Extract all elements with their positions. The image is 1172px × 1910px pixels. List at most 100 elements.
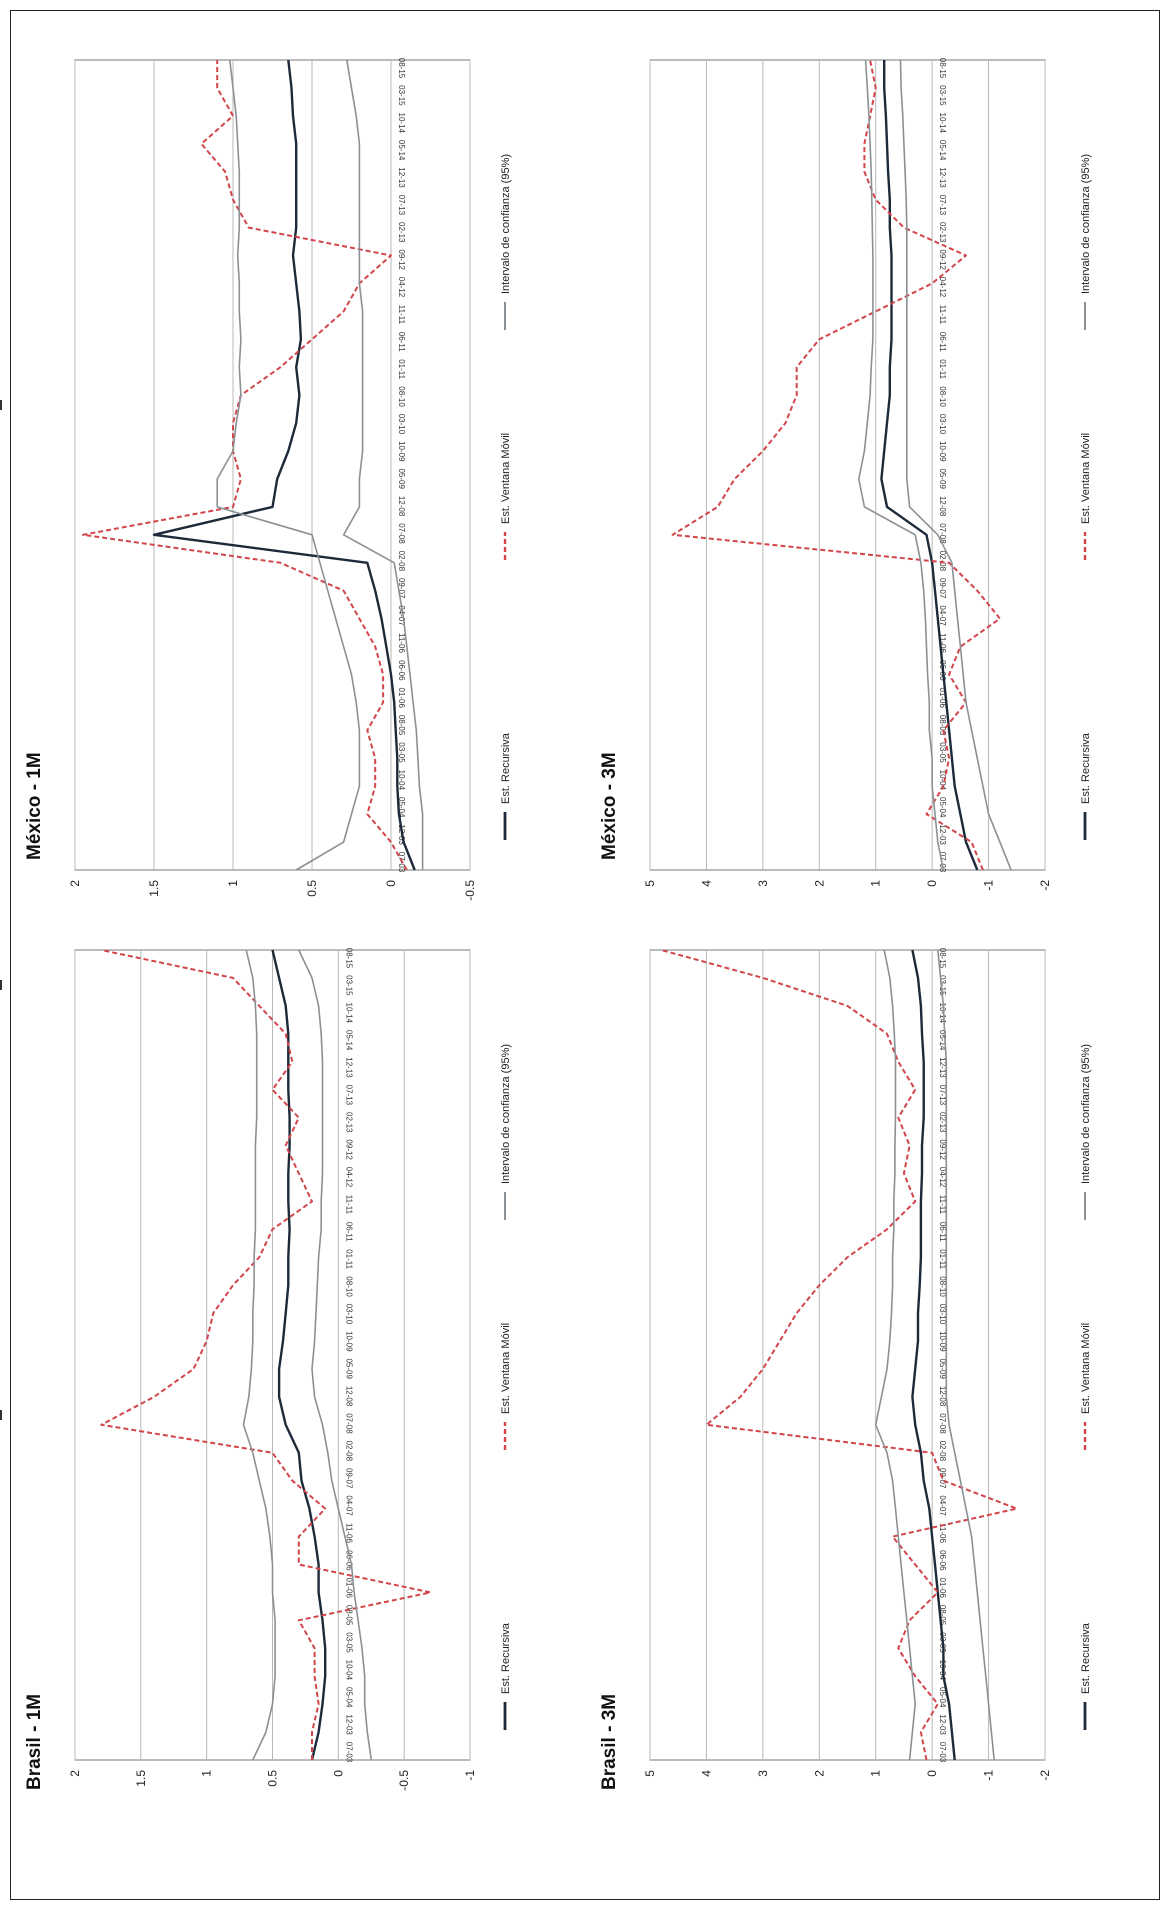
x-tick-label: 10-09 [938,1331,947,1352]
x-tick-label: 05-09 [938,468,947,489]
x-tick-label: 02-08 [397,551,406,572]
x-tick-label: 06-06 [397,660,406,681]
x-tick-label: 10-09 [397,441,406,462]
series-line-interval_upper [216,59,361,871]
x-tick-label: 06-11 [397,332,406,352]
chart-title: Brasil - 1M [24,1694,45,1790]
x-tick-label: 05-14 [938,1030,947,1051]
y-tick-label: 1 [200,1770,214,1777]
x-tick-label: 05-14 [397,140,406,161]
plot-area [649,949,1046,1761]
x-tick-label: 05-14 [344,1030,353,1051]
series-line-moving [81,60,408,871]
x-tick-label: 02-13 [938,222,947,243]
x-tick-label: 08-10 [938,1276,947,1297]
x-tick-label: 04-07 [938,605,947,626]
chart-title: Brasil - 3M [599,1694,620,1790]
y-tick-label: 5 [643,880,657,887]
x-tick-label: 04-12 [938,277,947,298]
x-tick-label: 03-15 [397,85,406,106]
x-tick-label: 09-07 [938,578,947,599]
y-tick-label: 0 [925,1770,939,1777]
x-tick-label: 12-08 [938,496,947,517]
x-tick-label: 12-13 [938,1057,947,1078]
x-tick-label: 10-14 [344,1003,353,1024]
x-tick-label: 08-05 [397,715,406,736]
x-tick-label: 04-07 [938,1495,947,1516]
x-tick-label: 04-07 [397,605,406,626]
x-tick-label: 09-12 [938,249,947,270]
y-tick-label: -0.5 [463,880,477,901]
x-tick-label: 07-13 [397,195,406,216]
x-tick-label: 07-13 [938,195,947,216]
y-tick-label: 0 [925,880,939,887]
y-tick-label: 2 [812,880,826,887]
x-tick-label: 07-03 [938,1742,947,1763]
x-tick-label: 08-05 [938,715,947,736]
x-tick-label: 11-11 [344,1195,353,1215]
x-tick-label: 10-04 [397,770,406,791]
y-tick-label: -0.5 [397,1770,411,1791]
x-tick-label: 06-11 [344,1222,353,1242]
x-tick-label: 10-09 [938,441,947,462]
series-line-recursive [880,60,979,871]
series-line-moving [100,949,432,1760]
x-tick-label: 01-06 [938,687,947,708]
y-tick-label: -2 [1038,1770,1052,1781]
x-tick-label: 01-11 [397,359,406,379]
y-tick-label: -1 [982,880,996,891]
x-tick-label: 01-06 [938,1577,947,1598]
x-tick-label: 11-11 [938,1195,947,1215]
x-tick-label: 07-08 [938,1413,947,1434]
x-tick-label: 01-11 [938,1249,947,1269]
x-tick-label: 11-06 [344,1523,353,1543]
x-tick-label: 03-15 [938,975,947,996]
series-line-interval_upper [858,59,945,871]
x-tick-label: 12-08 [938,1386,947,1407]
series-line-interval_lower [899,59,1012,871]
legend-label: Est. Recursiva [500,1622,512,1694]
x-tick-label: 03-05 [344,1632,353,1653]
x-tick-label: 12-03 [938,1714,947,1735]
x-tick-label: 11-11 [397,305,406,325]
x-tick-label: 02-13 [397,222,406,243]
x-tick-label: 06-06 [344,1550,353,1571]
y-tick-label: -1 [982,1770,996,1781]
x-tick-label: 04-12 [397,277,406,298]
x-tick-label: 08-15 [397,58,406,79]
x-tick-label: 07-03 [344,1742,353,1763]
x-tick-label: 01-06 [397,687,406,708]
legend-label: Intervalo de confianza (95%) [500,1044,512,1184]
y-tick-label: 1 [869,1770,883,1777]
x-tick-label: 05-09 [397,468,406,489]
x-tick-label: 02-08 [938,1441,947,1462]
chart-panel-3: México - 3M5 4 3 2 1 0 -1 -207-0312-0305-0410-0… [599,58,1092,891]
series-line-recursive [271,949,327,1761]
legend-label: Est. Ventana Móvil [500,1323,512,1414]
x-tick-label: 12-03 [344,1714,353,1735]
x-tick-label: 04-07 [344,1495,353,1516]
x-tick-label: 04-12 [938,1167,947,1188]
scan-edge-marks [0,0,8,1910]
series-line-interval_lower [298,949,373,1761]
x-tick-label: 10-04 [938,770,947,791]
x-tick-label: 11-11 [938,305,947,325]
y-tick-label: 2 [812,1770,826,1777]
y-tick-label: 3 [756,880,770,887]
legend-label: Est. Ventana Móvil [1080,433,1092,524]
x-tick-label: 10-09 [344,1331,353,1352]
y-tick-label: -2 [1038,880,1052,891]
legend-label: Est. Ventana Móvil [500,433,512,524]
x-tick-label: 05-04 [344,1687,353,1708]
y-tick-label: 1.5 [147,880,161,897]
series-line-interval_upper [874,949,916,1761]
x-tick-label: 07-13 [938,1085,947,1106]
x-tick-label: 05-09 [344,1358,353,1379]
x-tick-label: 01-06 [344,1577,353,1598]
x-tick-label: 02-08 [938,551,947,572]
chart-panel-0: Brasil - 1M 2 1.5 1 0.5 0 -0.5 -1 07-03 12-03 05-0… [24,948,512,1791]
x-tick-label: 08-10 [397,386,406,407]
x-tick-label: 08-05 [344,1605,353,1626]
y-tick-label: 0 [384,880,398,887]
series-line-interval_lower [342,59,424,870]
